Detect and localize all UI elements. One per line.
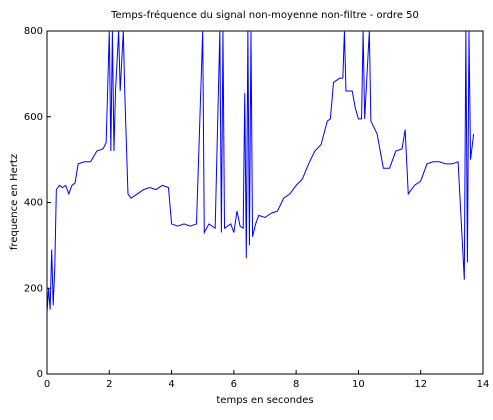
x-tick-label: 0 xyxy=(44,379,50,390)
x-axis-label: temps en secondes xyxy=(216,395,313,406)
y-tick-label: 400 xyxy=(24,198,43,209)
y-tick-label: 800 xyxy=(24,26,43,37)
y-tick-label: 600 xyxy=(24,112,43,123)
x-tick-label: 14 xyxy=(477,379,490,390)
y-tick-label: 0 xyxy=(37,369,43,380)
y-tick-label: 200 xyxy=(24,283,43,294)
x-tick-label: 4 xyxy=(168,379,174,390)
x-tick-label: 8 xyxy=(293,379,299,390)
x-tick-label: 6 xyxy=(231,379,237,390)
x-tick-label: 12 xyxy=(414,379,427,390)
line-series xyxy=(46,30,475,315)
x-tick-label: 10 xyxy=(352,379,365,390)
y-axis-label: frequence en Hertz xyxy=(9,154,20,250)
x-tick-label: 2 xyxy=(106,379,112,390)
chart-title: Temps-fréquence du signal non-moyenne no… xyxy=(110,9,419,21)
